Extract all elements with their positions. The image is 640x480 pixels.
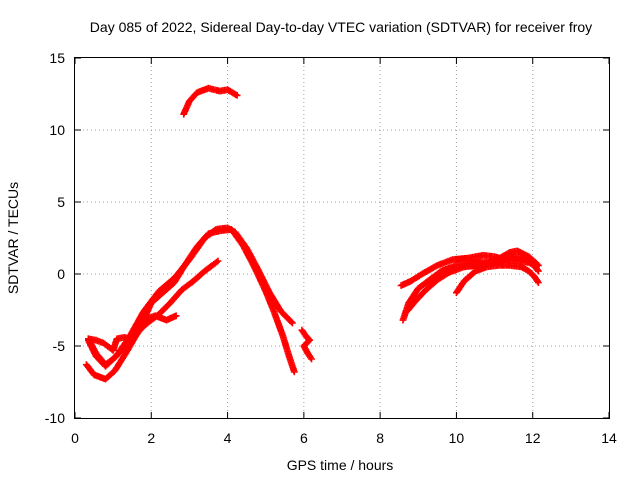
series-arc-a [180,84,241,118]
data-point [233,92,241,99]
series-arc-f [298,326,315,363]
y-tick-label: 0 [57,266,65,282]
data-point [214,257,222,265]
x-tick-label: 6 [300,430,308,446]
data-point [535,262,542,269]
series-arc-h [397,251,540,289]
x-tick-label: 14 [601,430,617,446]
plot-frame [74,57,610,419]
data-point [290,368,298,376]
axis-ticks [74,57,610,419]
x-tick-label: 12 [525,430,541,446]
series-arc-e [85,312,180,354]
y-tick-labels: -10 -5 0 5 10 15 [45,50,65,426]
grid-lines [75,58,609,418]
x-tick-label: 0 [71,430,79,446]
chart-title: Day 085 of 2022, Sidereal Day-to-day VTE… [90,19,592,35]
data-point [535,279,542,286]
y-tick-label: 15 [49,50,65,66]
series-arc-c [83,226,298,383]
data-point [535,267,542,275]
y-tick-label: -10 [45,410,65,426]
series-arc-i [453,262,542,297]
data-point [308,355,315,363]
y-tick-label: 5 [57,194,65,210]
x-tick-labels: 0 2 4 6 8 10 12 14 [71,430,617,446]
x-axis-title: GPS time / hours [287,457,394,473]
x-tick-label: 10 [449,430,465,446]
data-point [289,319,296,327]
series-arc-j [403,247,542,315]
x-tick-label: 2 [147,430,155,446]
x-tick-label: 4 [224,430,232,446]
data-point [172,312,180,320]
y-axis-title: SDTVAR / TECUs [5,182,21,294]
y-tick-label: -5 [53,338,66,354]
y-tick-label: 10 [49,122,65,138]
x-tick-label: 8 [376,430,384,446]
data-marks [83,84,542,383]
